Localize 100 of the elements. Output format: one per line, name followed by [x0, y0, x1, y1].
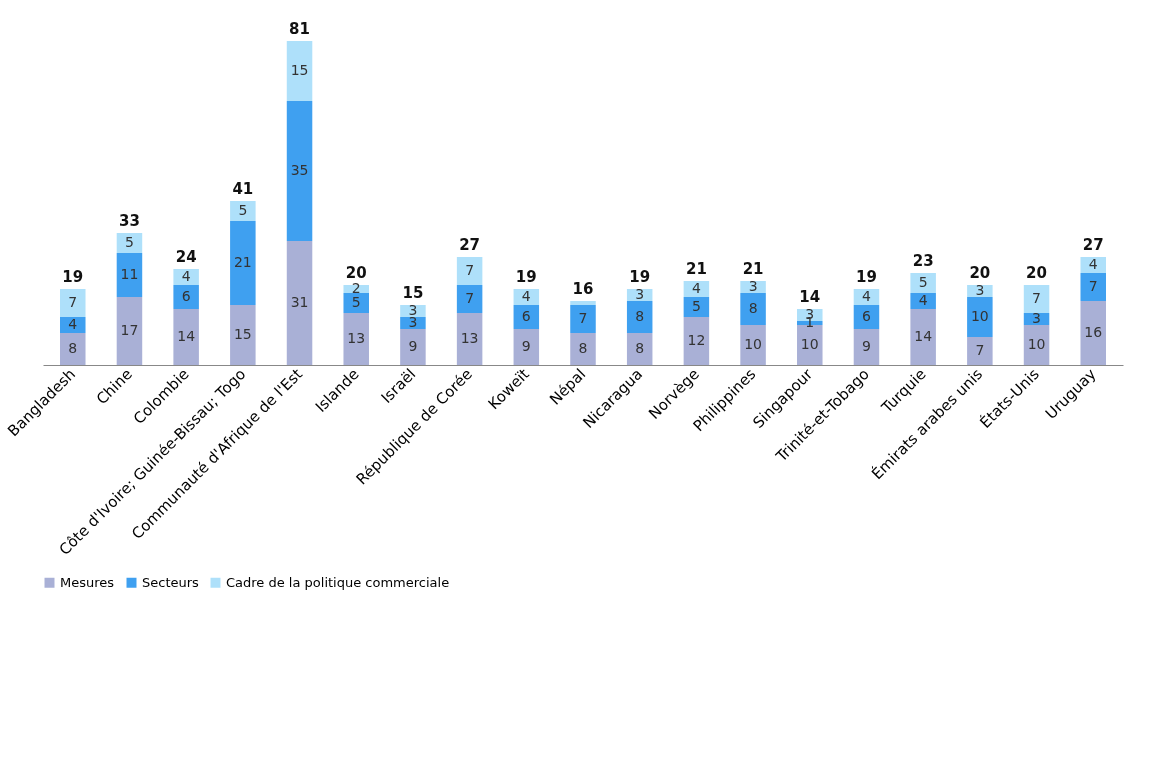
- data-label: 5: [918, 274, 928, 290]
- data-label: 4: [862, 288, 871, 304]
- bar: [456, 257, 483, 285]
- bar: [1080, 273, 1106, 301]
- data-label: 10: [970, 308, 989, 324]
- data-label: 7: [68, 294, 78, 310]
- data-label: 9: [521, 338, 531, 354]
- total-label: 19: [856, 268, 877, 286]
- data-label: 8: [748, 300, 758, 316]
- bar: [740, 293, 766, 325]
- data-label: 6: [181, 288, 191, 304]
- bar: [626, 301, 653, 333]
- bar: [456, 313, 483, 365]
- bar: [230, 221, 256, 305]
- data-label: 16: [1084, 324, 1103, 340]
- bar: [400, 329, 426, 365]
- data-label: 21: [233, 254, 252, 270]
- total-label: 23: [912, 252, 934, 270]
- data-label: 12: [687, 332, 706, 348]
- total-label: 41: [232, 180, 254, 198]
- data-label: 3: [635, 286, 645, 302]
- bar: [286, 241, 313, 365]
- bar: [60, 317, 86, 333]
- bar: [967, 297, 993, 337]
- total-label: 24: [175, 248, 197, 266]
- data-label: 7: [465, 262, 475, 278]
- bar: [513, 329, 540, 365]
- total-label: 21: [685, 260, 707, 278]
- bar: [343, 313, 369, 365]
- bar: [286, 101, 313, 241]
- data-label: 7: [465, 290, 475, 306]
- bar: [230, 201, 256, 221]
- bar: [116, 253, 143, 297]
- data-label: 4: [918, 292, 928, 308]
- bar: [60, 333, 86, 365]
- bar: [1023, 285, 1050, 313]
- bar: [60, 289, 86, 317]
- legend-label: Secteurs: [142, 574, 200, 590]
- data-label: 31: [290, 294, 309, 310]
- data-label: 5: [125, 234, 134, 250]
- bar: [910, 309, 936, 365]
- data-label: 7: [578, 310, 588, 326]
- bar: [1080, 257, 1106, 273]
- bar: [740, 325, 766, 365]
- legend-label: Mesures: [60, 574, 115, 590]
- data-label: 11: [120, 266, 139, 282]
- data-label: 14: [177, 328, 196, 344]
- data-label: 4: [181, 268, 191, 284]
- data-label: 9: [862, 338, 871, 354]
- total-label: 19: [62, 268, 84, 286]
- data-label: 10: [1027, 336, 1046, 352]
- total-label: 21: [742, 260, 764, 278]
- data-label: 4: [521, 288, 531, 304]
- data-label: 4: [1088, 256, 1098, 272]
- data-label: 3: [975, 282, 985, 298]
- legend-label: Cadre de la politique commerciale: [226, 574, 450, 590]
- bar: [173, 309, 199, 365]
- data-label: 9: [408, 338, 418, 354]
- bar: [910, 273, 936, 293]
- bar: [910, 293, 936, 309]
- bar: [683, 317, 710, 365]
- data-label: 4: [691, 280, 701, 296]
- data-label: 4: [68, 316, 78, 332]
- bar: [173, 269, 199, 285]
- bar: [230, 305, 256, 365]
- total-label: 20: [1026, 264, 1047, 282]
- total-label: 33: [119, 212, 140, 230]
- total-label: 20: [345, 264, 367, 282]
- bar: [116, 297, 143, 365]
- bar: [570, 333, 596, 365]
- data-label: 6: [862, 308, 871, 324]
- total-label: 81: [289, 20, 310, 38]
- bar: [570, 305, 596, 333]
- total-label: 14: [799, 288, 821, 306]
- total-label: 19: [515, 268, 537, 286]
- bar: [967, 337, 993, 365]
- data-label: 3: [748, 278, 758, 294]
- data-label: 15: [290, 62, 309, 78]
- data-label: 10: [800, 336, 819, 352]
- total-label: 27: [459, 236, 481, 254]
- total-label: 15: [402, 284, 424, 302]
- bar: [173, 285, 199, 309]
- bar: [343, 293, 369, 313]
- data-label: 7: [1088, 278, 1098, 294]
- data-label: 6: [521, 308, 531, 324]
- bar: [1080, 301, 1106, 365]
- data-label: 13: [460, 330, 479, 346]
- total-label: 20: [969, 264, 991, 282]
- data-label: 10: [744, 336, 762, 352]
- total-label: 16: [572, 280, 594, 298]
- data-label: 2: [351, 280, 361, 296]
- data-label: 14: [914, 328, 933, 344]
- bar: [286, 41, 313, 101]
- data-label: 7: [975, 342, 985, 358]
- data-label: 5: [691, 298, 701, 314]
- data-label: 8: [635, 308, 645, 324]
- data-label: 8: [578, 340, 588, 356]
- total-label: 27: [1082, 236, 1104, 254]
- bar: [456, 285, 483, 313]
- bar: [626, 333, 653, 365]
